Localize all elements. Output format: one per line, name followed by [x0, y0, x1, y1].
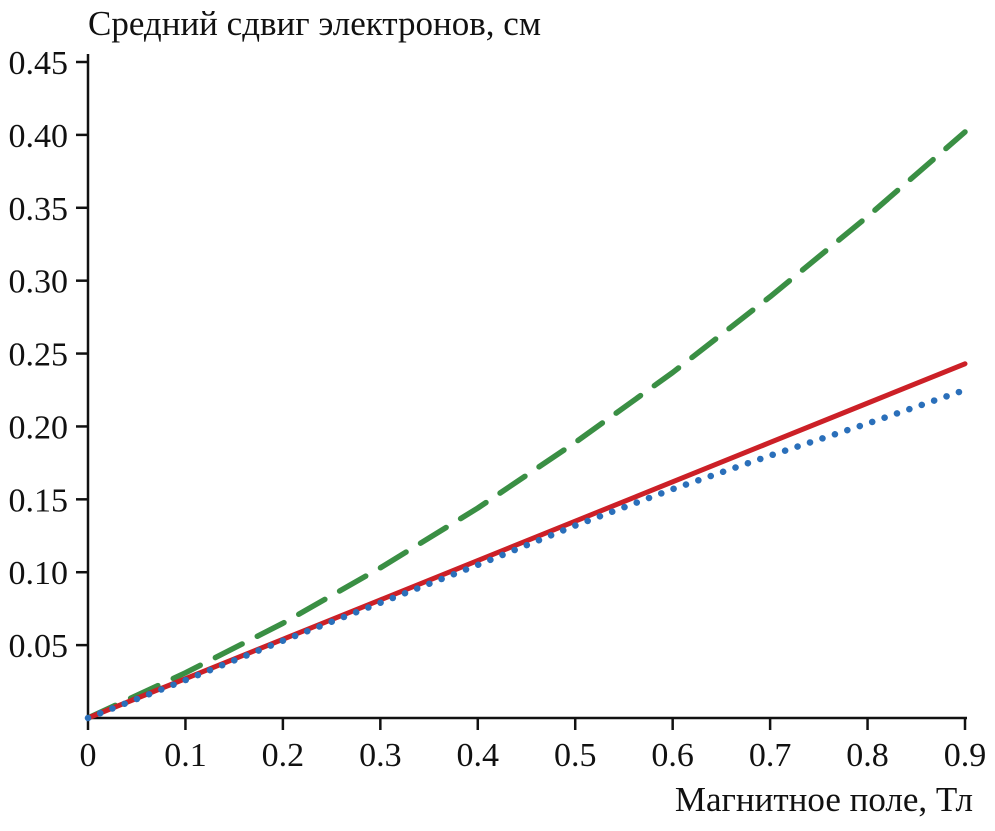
- y-tick-label: 0.35: [9, 191, 69, 228]
- y-tick-label: 0.10: [9, 555, 69, 592]
- x-tick-label: 0.1: [164, 737, 207, 774]
- chart-title: Средний сдвиг электронов, см: [88, 4, 541, 43]
- y-tick-label: 0.30: [9, 264, 69, 301]
- x-tick-label: 0.3: [359, 737, 402, 774]
- y-tick-label: 0.05: [9, 628, 69, 665]
- blue-dotted-curve: [84, 386, 969, 722]
- y-tick-label: 0.25: [9, 337, 69, 374]
- y-tick-label: 0.45: [9, 45, 69, 82]
- x-tick-label: 0.7: [749, 737, 792, 774]
- green-dashed-curve: [85, 129, 968, 721]
- x-tick-label: 0.4: [457, 737, 500, 774]
- x-tick-label: 0: [80, 737, 97, 774]
- x-tick-label: 0.9: [944, 737, 987, 774]
- x-axis-label: Магнитное поле, Тл: [674, 780, 973, 819]
- x-tick-label: 0.2: [262, 737, 305, 774]
- x-tick-label: 0.6: [651, 737, 694, 774]
- y-tick-label: 0.40: [9, 118, 69, 155]
- y-tick-label: 0.15: [9, 482, 69, 519]
- x-tick-label: 0.8: [846, 737, 889, 774]
- y-tick-label: 0.20: [9, 409, 69, 446]
- x-tick-label: 0.5: [554, 737, 597, 774]
